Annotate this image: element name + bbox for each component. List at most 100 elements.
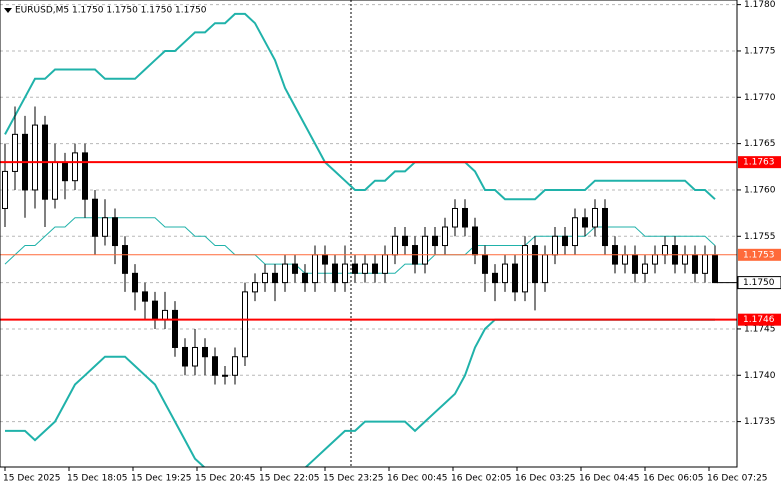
x-tick-label: 16 Dec 07:25 [707,474,768,484]
x-tick-label: 15 Dec 19:25 [131,474,192,484]
candle-body [322,254,328,265]
candle-body [232,356,238,376]
candle-body [12,133,18,172]
plot [0,12,737,467]
candle-body [472,226,478,256]
candle-body [492,272,498,284]
level-tag [738,313,781,326]
candle-body [372,263,378,274]
candle-body [422,235,428,265]
candle-body [2,170,8,209]
x-tick-label: 16 Dec 03:25 [515,474,576,484]
candle-body [242,291,248,358]
y-tick-label: 1.1765 [744,139,776,149]
candle-body [552,235,558,256]
candle-body [642,263,648,274]
menu-arrow [4,8,12,13]
y-tick-label: 1.1740 [744,371,776,381]
candle-body [522,245,528,293]
candle-body [262,272,268,284]
price-label: 1.1750 [743,278,775,288]
candle-body [402,235,408,247]
candle-body [432,235,438,247]
candle-body [592,207,598,228]
candle-body [132,272,138,293]
candle-body [622,254,628,265]
candle-body [532,245,538,284]
candle-body [92,198,98,237]
level-tag [738,248,781,261]
candle-body [602,207,608,247]
candle-body [32,124,38,191]
x-tick-label: 15 Dec 18:05 [67,474,128,484]
candle-body [62,161,68,182]
candle-body [352,263,358,274]
y-tick-label: 1.1775 [744,46,776,56]
candle-body [192,346,198,367]
candle-body [662,245,668,256]
frame [0,0,738,468]
candle-body [182,346,188,367]
candle-body [382,254,388,274]
candle-body [652,254,658,265]
level-label: 1.1746 [743,315,775,325]
candle-body [392,235,398,256]
x-tick-label: 16 Dec 00:45 [387,474,448,484]
x-tick-label: 15 Dec 22:05 [259,474,320,484]
candle-body [682,254,688,265]
candle-body [142,291,148,302]
candle-body [582,217,588,228]
candle-body [452,207,458,228]
y-tick-label: 1.1735 [744,417,776,427]
candle-body [222,374,228,377]
candle-body [562,235,568,247]
x-tick-label: 15 Dec 20:45 [195,474,256,484]
y-tick-label: 1.1755 [744,232,776,242]
candle-body [332,263,338,284]
y-tick-label: 1.1745 [744,324,776,334]
candle-body [52,161,58,200]
y-tick-label: 1.1770 [744,93,776,103]
candle-body [442,226,448,247]
x-tick-label: 16 Dec 02:05 [451,474,512,484]
candle-body [482,254,488,274]
chart-title: EURUSD,M5 1.1750 1.1750 1.1750 1.1750 [15,6,207,16]
y-tick-label: 1.1760 [744,185,776,195]
candle-body [122,245,128,274]
candle-body [572,217,578,247]
level-label: 1.1753 [743,250,775,260]
candle-body [462,207,468,228]
candle-body [102,217,108,237]
candle-body [152,300,158,321]
candle-body [252,282,258,293]
y-tick-label: 1.1780 [744,0,776,10]
band-upper [4,12,716,201]
candle-body [172,309,178,348]
candle-body [632,254,638,274]
x-tick-label: 15 Dec 23:25 [323,474,384,484]
axis: 1.1780 1.1775 1.1770 1.1765 1.1760 1.1755 1.17… [3,0,781,484]
candle-body [712,254,718,284]
level-tag [738,156,781,169]
candle-body [292,263,298,274]
candle-body [502,263,508,284]
candle-body [542,254,548,284]
candle-body [202,346,208,358]
candle-body [162,309,168,321]
x-tick-label: 15 Dec 2025 [3,474,61,484]
candle-body [272,272,278,284]
candle-body [212,356,218,376]
candle-body [282,263,288,284]
candle-body [302,272,308,284]
candle-body [72,152,78,182]
candle-body [82,152,88,200]
x-tick-label: 16 Dec 04:45 [579,474,640,484]
candle-body [512,263,518,293]
level-label: 1.1763 [743,158,775,168]
candle-body [362,263,368,274]
candle-body [112,217,118,247]
candle-body [342,263,348,284]
candle-body [702,254,708,274]
price-tag [737,276,781,290]
